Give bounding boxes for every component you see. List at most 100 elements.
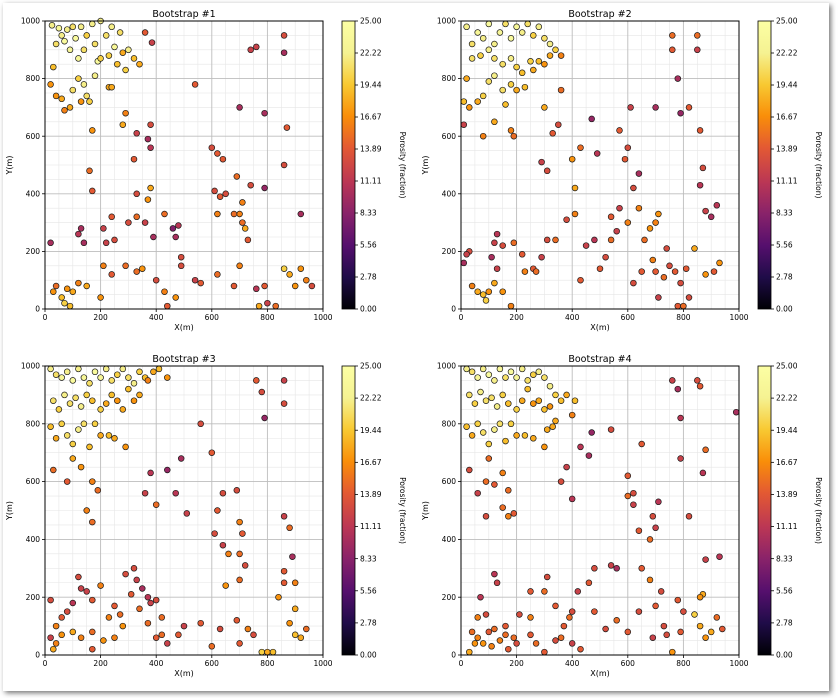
data-point bbox=[496, 365, 504, 373]
data-point bbox=[677, 455, 684, 462]
data-point bbox=[493, 403, 501, 410]
data-point bbox=[585, 452, 593, 459]
panel-title: Bootstrap #4 bbox=[568, 354, 631, 365]
data-point bbox=[58, 420, 65, 428]
data-point bbox=[543, 573, 551, 581]
data-point bbox=[485, 78, 493, 85]
data-point bbox=[119, 622, 127, 630]
y-tick-label: 400 bbox=[442, 189, 457, 198]
x-tick-label: 800 bbox=[260, 659, 275, 668]
data-point bbox=[635, 608, 643, 615]
data-point bbox=[479, 35, 487, 42]
data-point bbox=[161, 210, 168, 218]
data-point bbox=[89, 628, 96, 636]
data-point bbox=[89, 397, 96, 404]
data-point bbox=[510, 239, 518, 247]
data-point bbox=[114, 397, 121, 404]
data-point bbox=[152, 501, 160, 508]
colorbar-tick-label: 25.00 bbox=[776, 17, 798, 26]
data-point bbox=[638, 268, 645, 275]
y-tick-label: 800 bbox=[442, 419, 457, 428]
data-point bbox=[677, 279, 684, 287]
data-point bbox=[50, 397, 57, 404]
data-point bbox=[50, 645, 57, 653]
data-point bbox=[513, 63, 520, 71]
data-point bbox=[541, 588, 548, 595]
data-point bbox=[602, 253, 609, 261]
data-point bbox=[535, 58, 543, 65]
data-point bbox=[488, 643, 495, 650]
data-point bbox=[474, 29, 481, 36]
data-point bbox=[674, 385, 682, 393]
data-point bbox=[546, 403, 554, 410]
data-point bbox=[191, 276, 199, 284]
data-point bbox=[577, 144, 584, 151]
data-point bbox=[280, 377, 288, 384]
data-point bbox=[463, 23, 470, 31]
data-point bbox=[646, 576, 654, 584]
data-point bbox=[696, 181, 704, 189]
data-point bbox=[86, 98, 93, 105]
data-point bbox=[493, 579, 501, 587]
data-point bbox=[108, 23, 115, 31]
y-axis-label: Y(m) bbox=[5, 501, 14, 521]
y-tick-label: 0 bbox=[451, 651, 456, 660]
data-point bbox=[58, 374, 65, 381]
data-point bbox=[468, 628, 476, 636]
data-point bbox=[208, 643, 216, 650]
data-point bbox=[524, 20, 531, 28]
data-point bbox=[144, 619, 152, 627]
data-point bbox=[155, 365, 163, 373]
data-point bbox=[80, 374, 88, 381]
data-point bbox=[691, 245, 698, 252]
colorbar-tick-label: 2.78 bbox=[360, 273, 377, 282]
data-point bbox=[175, 222, 182, 229]
data-point bbox=[111, 43, 118, 51]
data-point bbox=[491, 239, 498, 247]
colorbar bbox=[341, 20, 356, 310]
data-point bbox=[100, 225, 107, 232]
y-tick-label: 800 bbox=[442, 74, 457, 83]
data-point bbox=[571, 210, 579, 218]
data-point bbox=[677, 109, 684, 117]
data-point bbox=[147, 144, 154, 151]
data-point bbox=[568, 411, 576, 419]
data-point bbox=[272, 302, 279, 310]
data-point bbox=[125, 385, 132, 393]
data-point bbox=[222, 190, 229, 198]
data-point bbox=[660, 274, 668, 281]
data-point bbox=[646, 225, 654, 232]
data-point bbox=[280, 567, 288, 575]
data-point bbox=[108, 213, 115, 221]
x-tick-label: 800 bbox=[676, 313, 691, 322]
data-point bbox=[499, 60, 506, 68]
colorbar-tick-label: 11.11 bbox=[360, 177, 382, 186]
data-point bbox=[208, 449, 216, 456]
data-point bbox=[250, 631, 257, 639]
x-tick-label: 200 bbox=[509, 659, 524, 668]
data-point bbox=[147, 599, 154, 607]
data-point bbox=[253, 377, 260, 384]
data-point bbox=[58, 32, 65, 39]
data-point bbox=[83, 588, 90, 595]
scatter-panel-1: 0 200 400 600 800 1000 0 200 400 600 800 1000 Bootst… bbox=[5, 9, 407, 332]
data-point bbox=[122, 109, 129, 117]
data-point bbox=[61, 299, 68, 307]
data-point bbox=[111, 602, 118, 610]
data-point bbox=[482, 397, 490, 404]
data-point bbox=[136, 368, 143, 376]
data-point bbox=[638, 565, 645, 572]
data-point bbox=[236, 262, 243, 270]
y-tick-label: 0 bbox=[451, 305, 456, 314]
data-point bbox=[491, 118, 498, 126]
data-point bbox=[596, 265, 604, 272]
data-point bbox=[144, 593, 152, 601]
data-point bbox=[505, 645, 512, 653]
data-point bbox=[139, 585, 146, 592]
data-point bbox=[507, 55, 515, 62]
data-point bbox=[50, 288, 57, 295]
data-point bbox=[552, 46, 559, 54]
colorbar-tick-label: 22.22 bbox=[776, 49, 798, 58]
data-point bbox=[50, 63, 57, 71]
data-point bbox=[216, 625, 224, 633]
